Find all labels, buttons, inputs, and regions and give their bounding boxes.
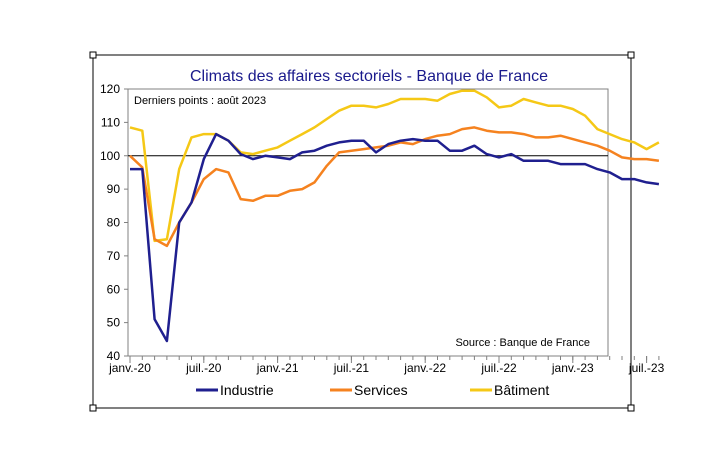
y-tick-label: 100 — [100, 149, 120, 163]
legend: Industrie Services Bâtiment — [196, 382, 549, 398]
legend-label: Industrie — [220, 382, 274, 398]
note-last-points: Derniers points : août 2023 — [134, 95, 266, 107]
x-tick-label: juil.-21 — [333, 361, 370, 375]
handle-bottom-right[interactable] — [627, 404, 635, 412]
x-tick-label: juil.-22 — [480, 361, 517, 375]
legend-label: Bâtiment — [494, 382, 549, 398]
source-note: Source : Banque de France — [455, 337, 590, 349]
x-tick-label: janv.-22 — [403, 361, 446, 375]
x-tick-label: janv.-21 — [256, 361, 299, 375]
y-axis: 40 50 60 70 80 90 100 110 120 — [100, 82, 128, 363]
x-tick-label: janv.-23 — [551, 361, 594, 375]
y-tick-label: 110 — [101, 115, 120, 129]
y-tick-label: 60 — [107, 282, 121, 296]
x-tick-label: juil.-20 — [185, 361, 222, 375]
handle-top-left[interactable] — [89, 51, 97, 59]
y-tick-label: 90 — [107, 182, 121, 196]
y-tick-label: 50 — [107, 316, 121, 330]
y-tick-label: 40 — [107, 349, 121, 363]
legend-label: Services — [354, 382, 408, 398]
series-group — [129, 89, 660, 343]
chart-title: Climats des affaires sectoriels - Banque… — [190, 68, 548, 85]
selection-handles[interactable] — [89, 51, 635, 412]
x-tick-label: juil.-23 — [628, 361, 665, 375]
y-tick-label: 70 — [107, 249, 121, 263]
plot-area — [127, 88, 609, 357]
y-tick-label: 120 — [100, 82, 120, 96]
x-axis: janv.-20 juil.-20 janv.-21 juil.-21 janv.-22… — [108, 356, 665, 375]
x-tick-label: janv.-20 — [108, 361, 151, 375]
handle-top-right[interactable] — [627, 51, 635, 59]
handle-bottom-left[interactable] — [89, 404, 97, 412]
series-line-services — [129, 126, 660, 248]
series-line-industrie — [130, 132, 660, 343]
y-tick-label: 80 — [107, 216, 121, 230]
